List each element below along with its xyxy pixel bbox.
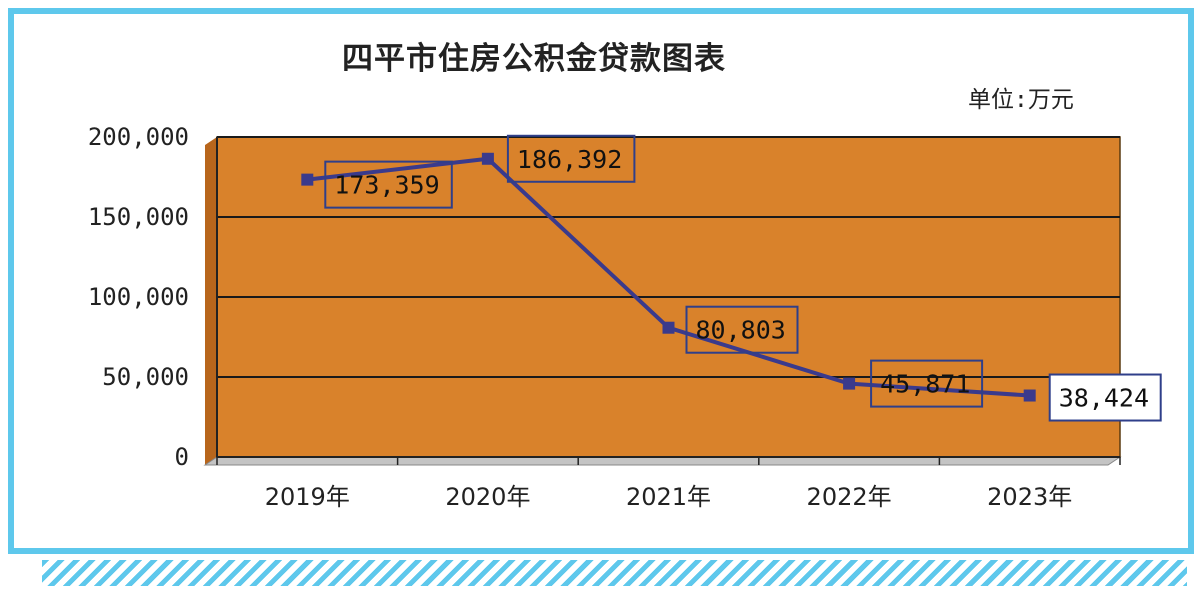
data-point-marker: [1023, 389, 1036, 402]
data-label: 80,803: [696, 316, 786, 345]
data-point-marker: [481, 152, 494, 165]
data-label-box: [324, 160, 453, 209]
y-tick-label: 50,000: [102, 363, 189, 391]
data-label-box: [1048, 373, 1162, 422]
data-point-marker: [301, 173, 314, 186]
data-label: 186,392: [517, 145, 622, 174]
x-tick-label: 2022年: [807, 483, 892, 511]
data-point-marker: [662, 321, 675, 334]
x-tick-label: 2023年: [987, 483, 1072, 511]
data-label: 45,871: [880, 370, 970, 399]
data-label: 38,424: [1059, 384, 1149, 413]
x-tick-label: 2021年: [626, 483, 711, 511]
x-tick-label: 2019年: [265, 483, 350, 511]
data-label-box: [870, 359, 984, 408]
data-label-box: [506, 134, 636, 183]
plot-side-wall: [205, 137, 217, 465]
data-point-marker: [843, 377, 856, 390]
unit-label: 单位:万元: [968, 87, 1074, 113]
y-tick-label: 200,000: [88, 123, 189, 151]
y-tick-label: 150,000: [88, 203, 189, 231]
plot-floor: [203, 456, 1122, 466]
y-tick-label: 0: [175, 443, 189, 471]
data-label: 173,359: [334, 171, 439, 200]
data-label-box: [685, 305, 799, 354]
y-tick-label: 100,000: [88, 283, 189, 311]
x-tick-label: 2020年: [445, 483, 530, 511]
decorative-stripe: [42, 560, 1187, 586]
chart-title: 四平市住房公积金贷款图表: [342, 41, 726, 77]
